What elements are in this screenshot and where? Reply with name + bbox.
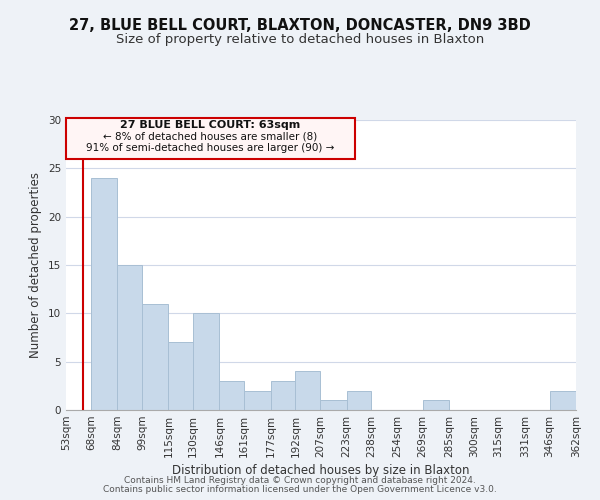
Text: 27, BLUE BELL COURT, BLAXTON, DONCASTER, DN9 3BD: 27, BLUE BELL COURT, BLAXTON, DONCASTER,… (69, 18, 531, 32)
Text: 27 BLUE BELL COURT: 63sqm: 27 BLUE BELL COURT: 63sqm (120, 120, 301, 130)
Bar (550, 390, 576, 410)
Text: Size of property relative to detached houses in Blaxton: Size of property relative to detached ho… (116, 32, 484, 46)
X-axis label: Distribution of detached houses by size in Blaxton: Distribution of detached houses by size … (172, 464, 470, 477)
Text: Contains public sector information licensed under the Open Government Licence v3: Contains public sector information licen… (103, 485, 497, 494)
Y-axis label: Number of detached properties: Number of detached properties (29, 172, 43, 358)
Bar (244, 390, 271, 410)
Text: Contains HM Land Registry data © Crown copyright and database right 2024.: Contains HM Land Registry data © Crown c… (124, 476, 476, 485)
Bar (169, 342, 193, 410)
Bar (295, 372, 320, 410)
Bar (142, 304, 169, 410)
Bar (220, 381, 244, 410)
Bar (91, 178, 117, 410)
Bar (193, 314, 220, 410)
Bar (320, 400, 347, 410)
Text: ← 8% of detached houses are smaller (8): ← 8% of detached houses are smaller (8) (103, 132, 317, 141)
Bar (422, 400, 449, 410)
Text: 91% of semi-detached houses are larger (90) →: 91% of semi-detached houses are larger (… (86, 143, 335, 153)
Bar (347, 390, 371, 410)
Bar (271, 381, 295, 410)
FancyBboxPatch shape (66, 118, 355, 158)
Bar (117, 265, 142, 410)
